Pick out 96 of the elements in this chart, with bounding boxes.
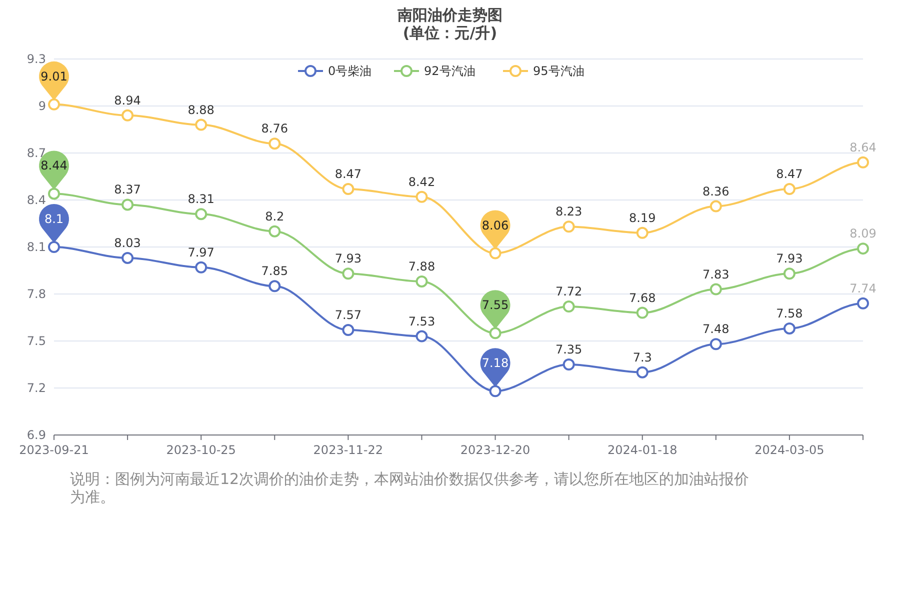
y-tick-label: 7.2 — [26, 381, 46, 395]
x-tick-label: 2023-09-21 — [19, 443, 89, 457]
data-label: 8.1 — [44, 212, 64, 226]
point — [48, 98, 60, 110]
data-label: 7.74 — [850, 281, 876, 296]
x-tick-label: 2024-01-18 — [607, 443, 678, 457]
point — [636, 366, 648, 378]
data-label: 7.72 — [555, 284, 582, 299]
data-label: 7.35 — [555, 342, 582, 356]
point — [562, 300, 575, 313]
data-label: 7.83 — [702, 267, 730, 282]
data-label: 7.48 — [702, 322, 730, 336]
y-tick-label: 9 — [38, 99, 46, 113]
point — [122, 252, 134, 264]
data-label: 7.97 — [188, 245, 214, 260]
data-label: 7.85 — [261, 264, 288, 278]
data-label: 7.58 — [776, 306, 803, 320]
point — [636, 306, 648, 319]
data-label: 7.18 — [482, 356, 509, 370]
y-tick-label: 7.5 — [26, 334, 46, 348]
point — [268, 138, 281, 150]
data-label: 7.93 — [776, 252, 803, 266]
point — [416, 190, 428, 203]
legend-label: 92号汽油 — [424, 64, 476, 78]
point — [489, 327, 502, 340]
data-label: 8.2 — [265, 209, 284, 224]
data-label: 8.03 — [114, 236, 141, 250]
point — [710, 200, 722, 212]
x-tick-label: 2023-10-25 — [166, 443, 236, 457]
legend-label: 0号柴油 — [328, 64, 372, 78]
point — [489, 247, 502, 260]
point — [636, 226, 648, 239]
point — [195, 118, 208, 131]
data-label: 8.47 — [334, 167, 362, 182]
point — [195, 261, 208, 274]
point — [562, 220, 575, 233]
data-label: 7.53 — [408, 314, 436, 328]
point — [857, 156, 869, 168]
chart-title: 南阳油价走势图 — [396, 6, 502, 24]
y-tick-label: 8.7 — [26, 146, 46, 160]
point — [342, 268, 354, 280]
data-label: 8.88 — [188, 102, 214, 117]
data-label: 8.36 — [702, 184, 730, 198]
point — [268, 225, 281, 238]
point — [48, 188, 60, 200]
data-label: 7.68 — [629, 290, 656, 305]
point — [857, 297, 869, 310]
point — [342, 324, 354, 336]
chart-subtitle: (单位：元/升) — [402, 24, 498, 42]
data-label-pin: 8.1 — [39, 204, 69, 243]
x-tick-label: 2023-12-20 — [460, 443, 530, 457]
point — [710, 338, 722, 350]
point — [562, 358, 575, 370]
point — [783, 322, 796, 334]
data-label: 8.47 — [776, 167, 803, 182]
point — [122, 109, 134, 122]
data-label: 8.42 — [408, 174, 436, 189]
data-label: 8.09 — [850, 226, 876, 241]
data-label: 7.88 — [408, 259, 436, 274]
data-label: 8.31 — [188, 192, 214, 206]
data-label: 8.37 — [114, 182, 141, 197]
data-label: 8.44 — [40, 158, 68, 173]
data-label: 9.01 — [40, 69, 68, 84]
point — [48, 241, 60, 253]
data-label: 8.19 — [629, 210, 656, 225]
legend-label: 95号汽油 — [533, 64, 584, 78]
data-label: 8.23 — [555, 204, 582, 219]
point — [416, 330, 428, 342]
data-label: 7.57 — [334, 308, 362, 322]
y-tick-label: 7.8 — [26, 287, 46, 301]
data-label-pin: 7.55 — [480, 290, 510, 330]
point — [783, 183, 796, 196]
data-label-pin: 7.18 — [480, 348, 510, 388]
x-tick-label: 2023-11-22 — [313, 443, 384, 457]
point — [268, 280, 281, 292]
y-tick-label: 6.9 — [26, 428, 46, 442]
data-label: 7.3 — [632, 350, 652, 364]
y-tick-label: 8.4 — [26, 193, 46, 207]
point — [857, 242, 869, 255]
point — [416, 275, 428, 288]
point — [122, 198, 134, 211]
data-label: 8.06 — [482, 218, 509, 232]
data-label-pin: 8.06 — [480, 210, 510, 250]
point — [489, 385, 502, 398]
data-label: 7.55 — [482, 298, 509, 312]
x-tick-label: 2024-03-05 — [754, 443, 824, 457]
y-tick-label: 8.1 — [26, 240, 46, 254]
data-label: 7.93 — [334, 252, 362, 266]
note: 说明：图例为河南最近12次调价的油价走势，本网站油价数据仅供参考，请以您所在地区的加油站报价为准。 — [70, 470, 750, 506]
data-label: 8.64 — [850, 140, 876, 154]
data-label: 8.94 — [114, 93, 141, 108]
data-label: 8.76 — [261, 122, 288, 136]
point — [195, 208, 208, 220]
point — [783, 268, 796, 280]
point — [342, 183, 354, 196]
point — [710, 283, 722, 296]
